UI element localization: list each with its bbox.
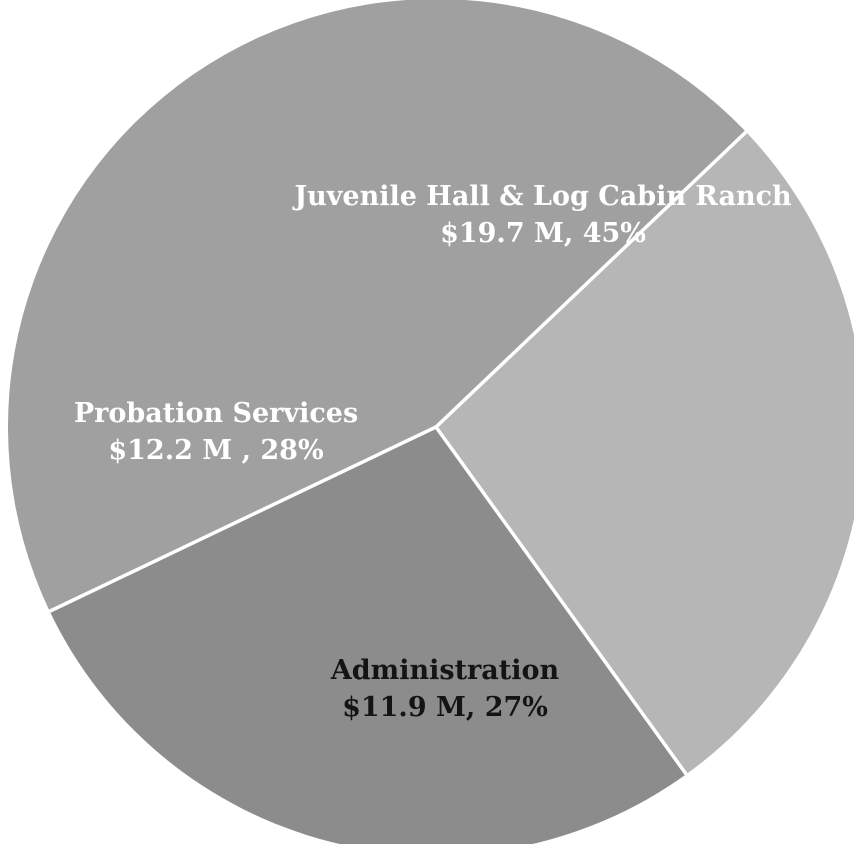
slice-separator-3 [434,425,688,776]
slice-name-juvenile-hall-log-cabin-ranch: Juvenile Hall & Log Cabin Ranch [292,181,792,212]
slice-label-administration: Administration $11.9 M, 27% [330,655,560,723]
pie-slice-juvenile-hall-log-cabin-ranch [8,0,747,612]
pie-slice-administration [436,131,854,775]
pie-slice-probation-services [49,427,687,844]
slice-name-administration: Administration [330,655,560,686]
slice-value-probation-services: $12.2 M , 28% [108,435,323,466]
slice-separator-1 [48,425,437,613]
slice-separator-2 [434,130,748,429]
pie-separators [48,130,748,776]
slice-name-probation-services: Probation Services [74,398,358,429]
slice-value-administration: $11.9 M, 27% [342,692,548,723]
pie-labels: Juvenile Hall & Log Cabin Ranch $19.7 M, … [74,181,792,723]
slice-value-juvenile-hall-log-cabin-ranch: $19.7 M, 45% [440,218,646,249]
slice-label-juvenile-hall-log-cabin-ranch: Juvenile Hall & Log Cabin Ranch $19.7 M, … [292,181,792,249]
pie-slices [8,0,854,844]
slice-label-probation-services: Probation Services $12.2 M , 28% [74,398,358,466]
